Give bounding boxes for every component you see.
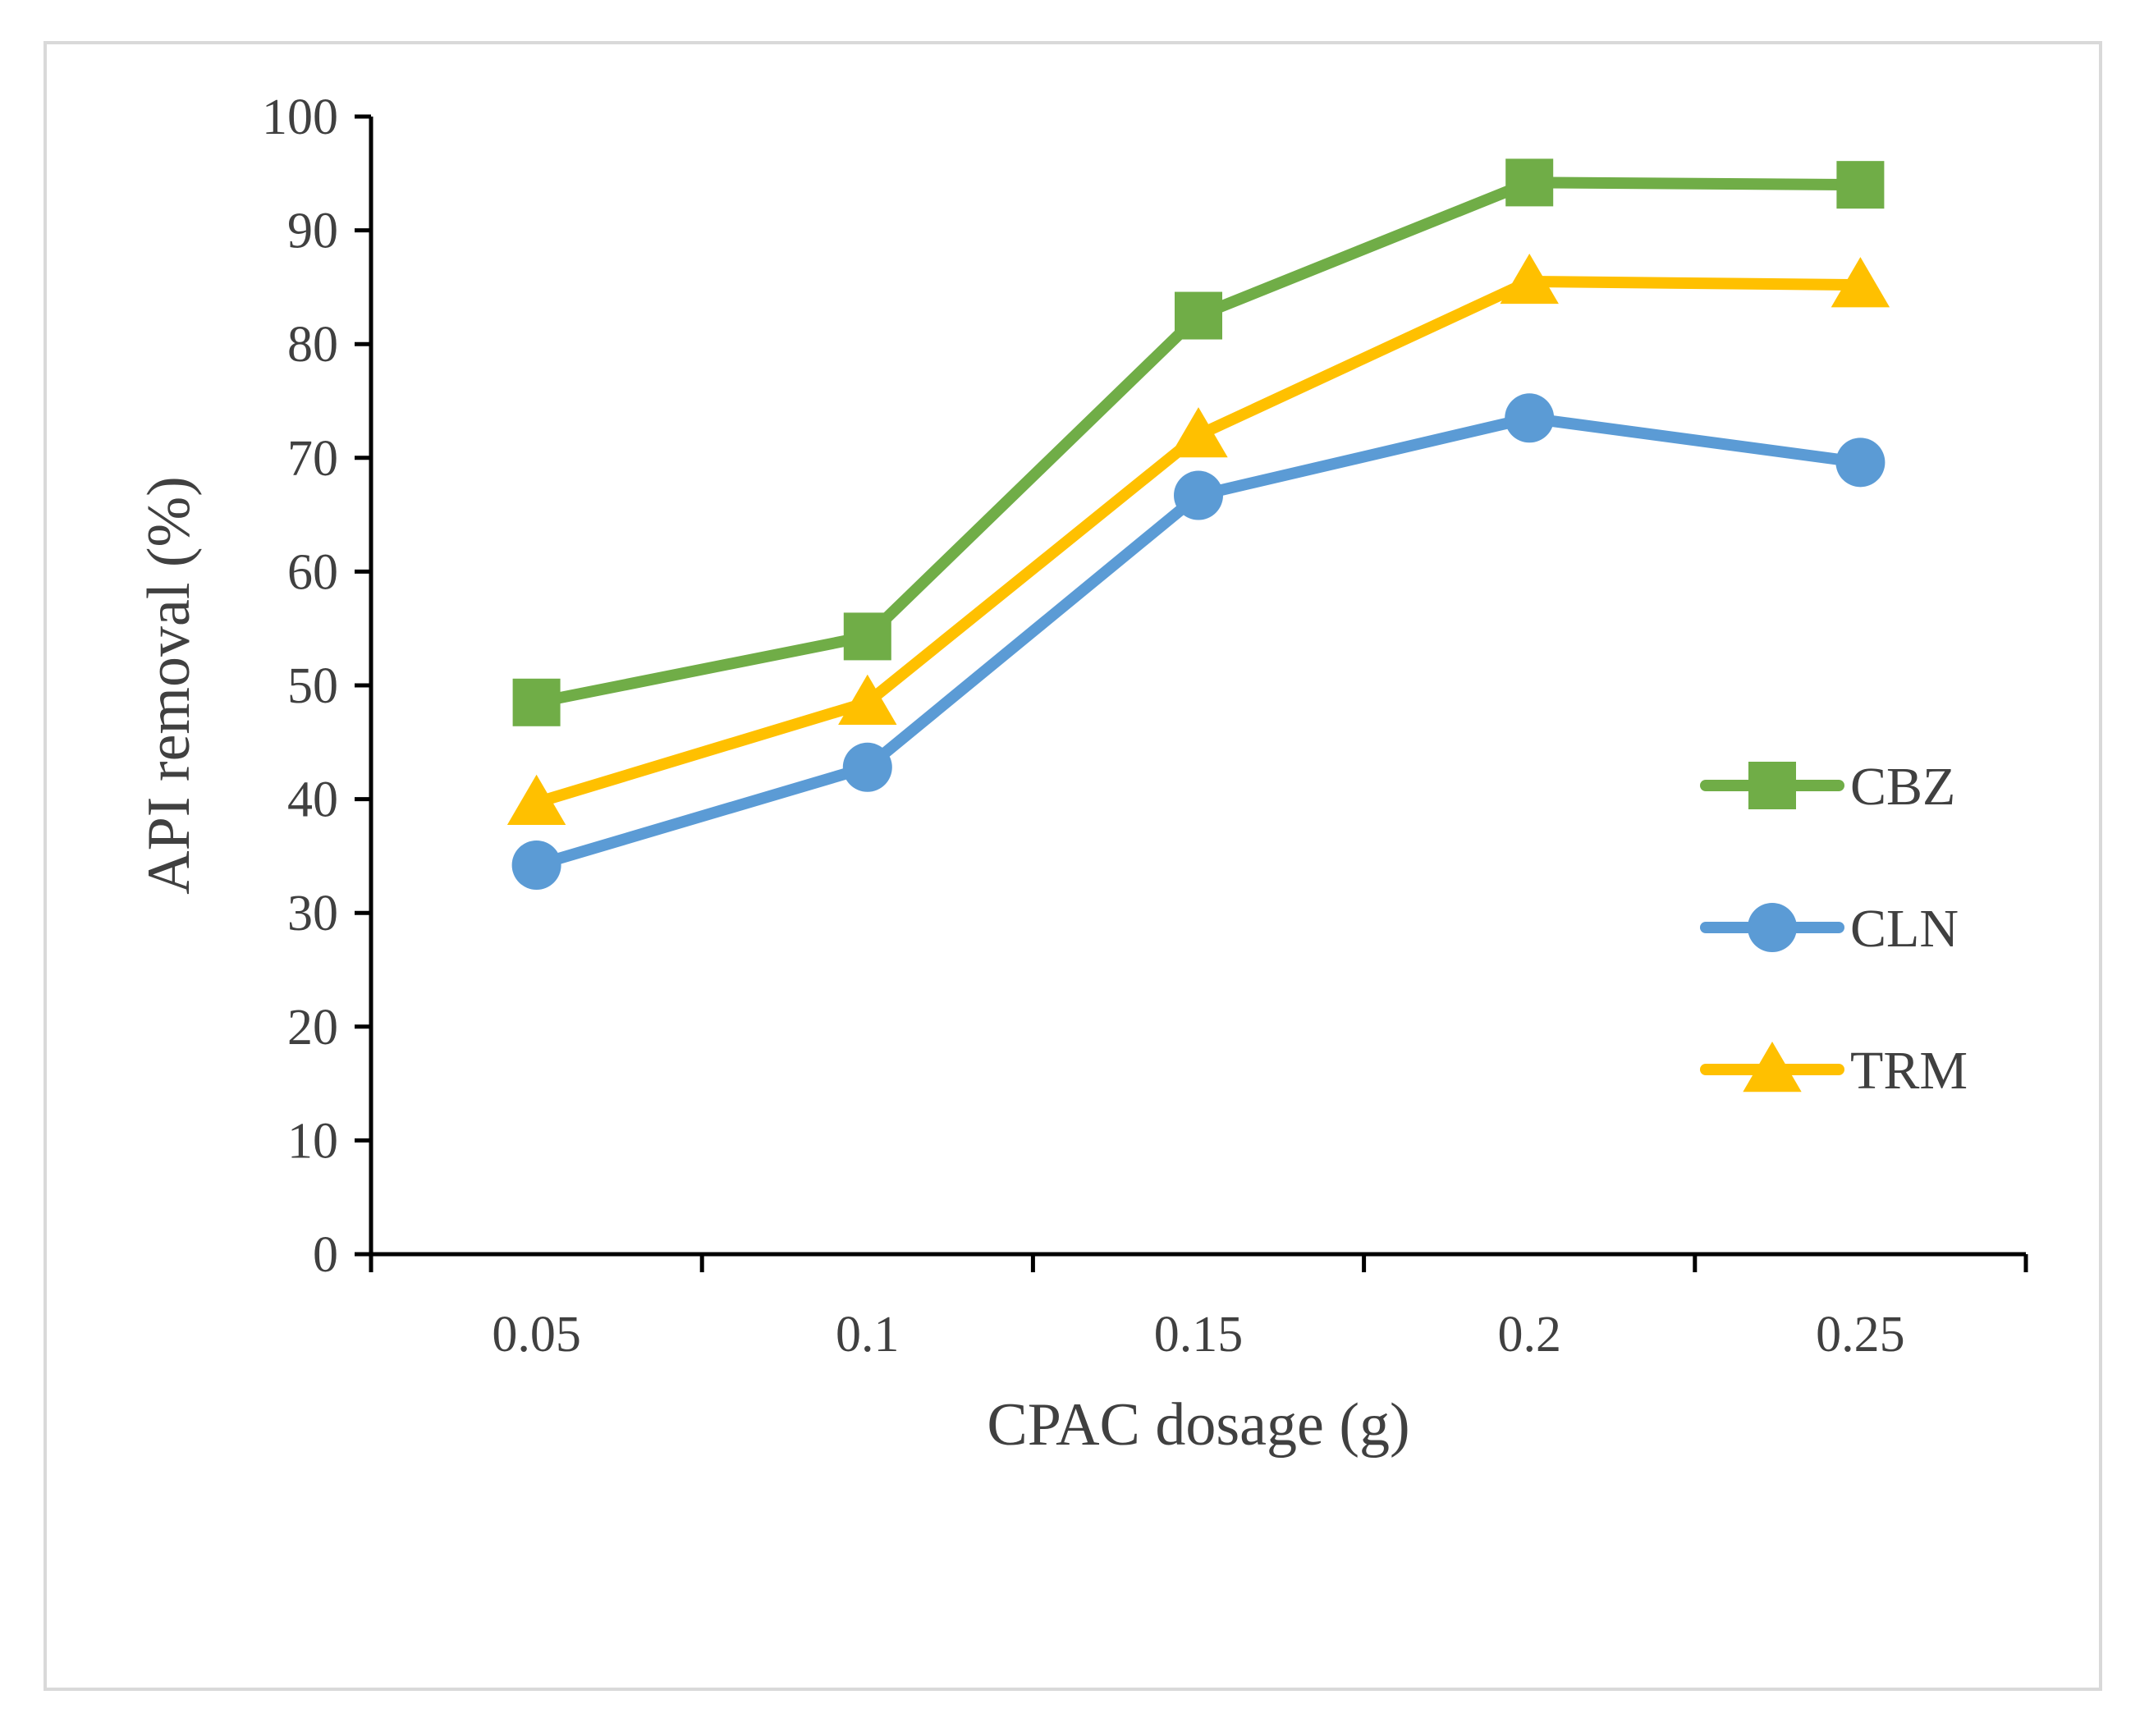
- legend-marker-cbz: [1748, 762, 1796, 809]
- y-tick-label: 10: [287, 1113, 338, 1169]
- y-tick-label: 60: [287, 544, 338, 600]
- y-axis-title: API removal (%): [135, 476, 203, 895]
- data-point-cln: [1835, 437, 1886, 488]
- y-tick-label: 80: [287, 317, 338, 373]
- series-line-trm: [530, 275, 1867, 808]
- x-tick-label: 0.15: [1154, 1307, 1244, 1363]
- y-tick-label: 40: [287, 772, 338, 828]
- data-point-trm: [1831, 257, 1890, 308]
- y-tick-label: 90: [287, 204, 338, 259]
- legend: CBZ CLN TRM: [1700, 757, 1968, 1101]
- data-point-cln: [1174, 470, 1223, 520]
- series-cbz: [512, 158, 1885, 726]
- series-cln: [511, 393, 1886, 890]
- x-tick-label: 0.2: [1497, 1307, 1561, 1363]
- y-tick-label: 0: [313, 1227, 338, 1283]
- legend-item-cln: CLN: [1700, 899, 1959, 959]
- y-tick-label: 30: [287, 886, 338, 941]
- data-point-trm: [1169, 407, 1228, 458]
- y-tick-label: 70: [287, 431, 338, 487]
- x-tick-label: 0.25: [1816, 1307, 1905, 1363]
- chart-frame: [44, 41, 2102, 1691]
- data-point-trm: [1500, 253, 1559, 305]
- data-point-trm: [506, 774, 566, 825]
- y-tick-label: 100: [262, 89, 338, 145]
- legend-label-cln: CLN: [1850, 899, 1959, 959]
- data-point-cbz: [1505, 158, 1554, 207]
- data-point-cln: [842, 742, 892, 792]
- y-tick-label: 50: [287, 658, 338, 714]
- legend-label-trm: TRM: [1850, 1041, 1968, 1101]
- data-point-cbz: [843, 612, 891, 661]
- data-point-cbz: [1836, 161, 1885, 209]
- axes: 0 10 20 30 40 50 60 70 80 90 100 0.05 0.1 0.15 0.2 0.25: [262, 89, 2028, 1363]
- legend-marker-trm: [1743, 1042, 1802, 1092]
- x-tick-label: 0.1: [836, 1307, 900, 1363]
- data-point-cln: [511, 840, 561, 890]
- series-trm: [506, 253, 1890, 825]
- x-axis-title: CPAC dosage (g): [987, 1391, 1409, 1459]
- data-point-cln: [1505, 393, 1555, 443]
- legend-label-cbz: CBZ: [1850, 757, 1955, 817]
- legend-marker-cln: [1748, 903, 1797, 952]
- series-layer: [506, 158, 1890, 890]
- legend-item-trm: TRM: [1700, 1041, 1968, 1101]
- y-tick-label: 20: [287, 1000, 338, 1056]
- data-point-cbz: [512, 678, 561, 726]
- legend-item-cbz: CBZ: [1700, 757, 1955, 817]
- x-tick-label: 0.05: [492, 1307, 581, 1363]
- data-point-cbz: [1175, 291, 1222, 340]
- data-point-trm: [838, 674, 897, 725]
